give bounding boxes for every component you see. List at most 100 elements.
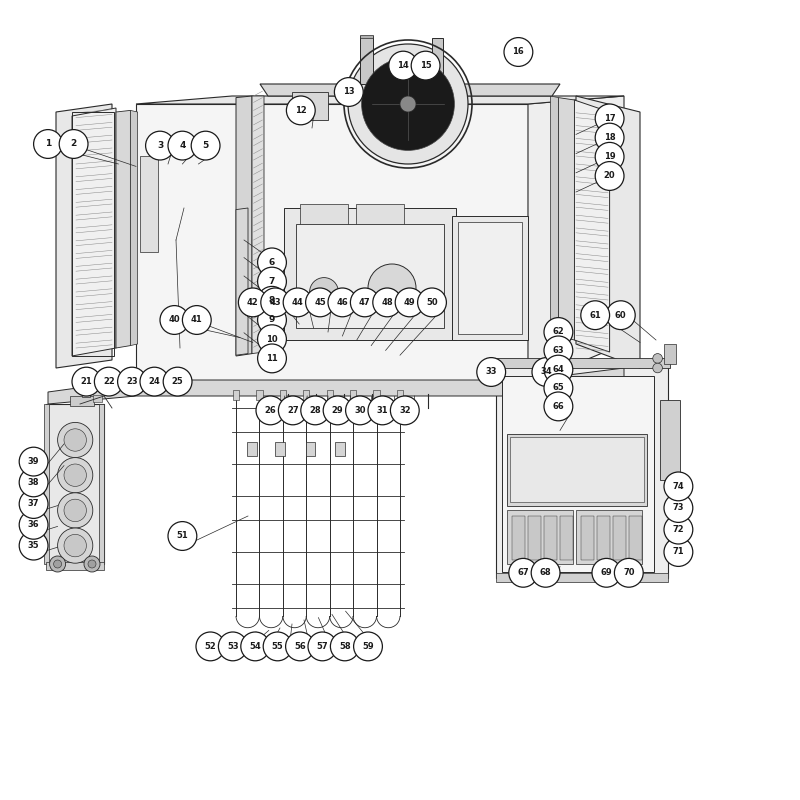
Circle shape <box>346 396 374 425</box>
Polygon shape <box>356 204 404 224</box>
Circle shape <box>509 558 538 587</box>
Text: 8: 8 <box>269 296 275 306</box>
Circle shape <box>544 355 573 384</box>
Polygon shape <box>300 204 348 224</box>
Text: 47: 47 <box>359 298 370 307</box>
Circle shape <box>258 344 286 373</box>
Circle shape <box>168 131 197 160</box>
Text: 23: 23 <box>126 377 138 386</box>
Polygon shape <box>613 516 626 560</box>
Polygon shape <box>560 516 573 560</box>
Circle shape <box>196 632 225 661</box>
Polygon shape <box>136 104 528 384</box>
Text: 27: 27 <box>287 406 298 415</box>
Text: 26: 26 <box>265 406 276 415</box>
Text: 36: 36 <box>28 520 39 530</box>
Text: 41: 41 <box>191 315 202 325</box>
Circle shape <box>64 499 86 522</box>
Text: 37: 37 <box>28 499 39 509</box>
Circle shape <box>72 367 101 396</box>
Polygon shape <box>136 96 624 104</box>
Circle shape <box>664 494 693 522</box>
Polygon shape <box>247 442 257 456</box>
Text: 16: 16 <box>513 47 524 57</box>
Text: 9: 9 <box>269 315 275 325</box>
Text: 1: 1 <box>45 139 51 149</box>
Circle shape <box>544 392 573 421</box>
Polygon shape <box>130 110 138 346</box>
Circle shape <box>146 131 174 160</box>
Text: 57: 57 <box>317 642 328 651</box>
Text: 40: 40 <box>169 315 180 325</box>
Circle shape <box>59 130 88 158</box>
Polygon shape <box>507 510 573 564</box>
Circle shape <box>168 522 197 550</box>
Polygon shape <box>252 96 264 354</box>
Text: 30: 30 <box>354 406 366 415</box>
Text: 12: 12 <box>295 106 306 115</box>
Circle shape <box>418 288 446 317</box>
Circle shape <box>19 531 48 560</box>
Circle shape <box>58 528 93 563</box>
Circle shape <box>261 288 290 317</box>
Text: 13: 13 <box>343 87 354 97</box>
Text: 63: 63 <box>553 346 564 355</box>
Circle shape <box>595 162 624 190</box>
Text: 6: 6 <box>269 258 275 267</box>
Text: 33: 33 <box>486 367 497 377</box>
Polygon shape <box>256 390 262 400</box>
Text: 69: 69 <box>601 568 612 578</box>
Text: 34: 34 <box>541 367 552 377</box>
Circle shape <box>258 286 286 315</box>
Circle shape <box>368 264 416 312</box>
Polygon shape <box>360 36 373 84</box>
Polygon shape <box>46 562 104 570</box>
Text: 11: 11 <box>266 354 278 363</box>
Circle shape <box>258 267 286 296</box>
Text: 70: 70 <box>623 568 634 578</box>
Polygon shape <box>350 390 356 400</box>
Circle shape <box>34 130 62 158</box>
Text: 73: 73 <box>673 503 684 513</box>
Circle shape <box>286 632 314 661</box>
Circle shape <box>411 51 440 80</box>
Text: 31: 31 <box>377 406 388 415</box>
Circle shape <box>283 288 312 317</box>
Polygon shape <box>432 38 443 84</box>
Circle shape <box>664 538 693 566</box>
Text: 58: 58 <box>339 642 350 651</box>
Circle shape <box>19 447 48 476</box>
Circle shape <box>308 632 337 661</box>
Text: 55: 55 <box>272 642 283 651</box>
Text: 20: 20 <box>604 171 615 181</box>
Polygon shape <box>574 100 610 352</box>
Polygon shape <box>284 208 456 340</box>
Polygon shape <box>512 516 525 560</box>
Text: 10: 10 <box>266 334 278 344</box>
Circle shape <box>50 556 66 572</box>
Text: 2: 2 <box>70 139 77 149</box>
Text: 43: 43 <box>270 298 281 307</box>
Text: 21: 21 <box>81 377 92 386</box>
Text: 15: 15 <box>420 61 431 70</box>
Text: 60: 60 <box>615 310 626 320</box>
Text: 51: 51 <box>177 531 188 541</box>
Circle shape <box>400 96 416 112</box>
Text: 50: 50 <box>426 298 438 307</box>
Text: 18: 18 <box>604 133 615 142</box>
Text: 52: 52 <box>205 642 216 651</box>
Circle shape <box>581 301 610 330</box>
Polygon shape <box>93 395 102 402</box>
Polygon shape <box>494 358 670 368</box>
Text: 45: 45 <box>314 298 326 307</box>
Circle shape <box>595 142 624 171</box>
Text: 32: 32 <box>399 406 410 415</box>
Circle shape <box>653 363 662 373</box>
Circle shape <box>58 458 93 493</box>
Text: 22: 22 <box>103 377 114 386</box>
Text: 53: 53 <box>227 642 238 651</box>
Circle shape <box>368 396 397 425</box>
Text: 44: 44 <box>292 298 303 307</box>
Text: 24: 24 <box>149 377 160 386</box>
Circle shape <box>182 306 211 334</box>
